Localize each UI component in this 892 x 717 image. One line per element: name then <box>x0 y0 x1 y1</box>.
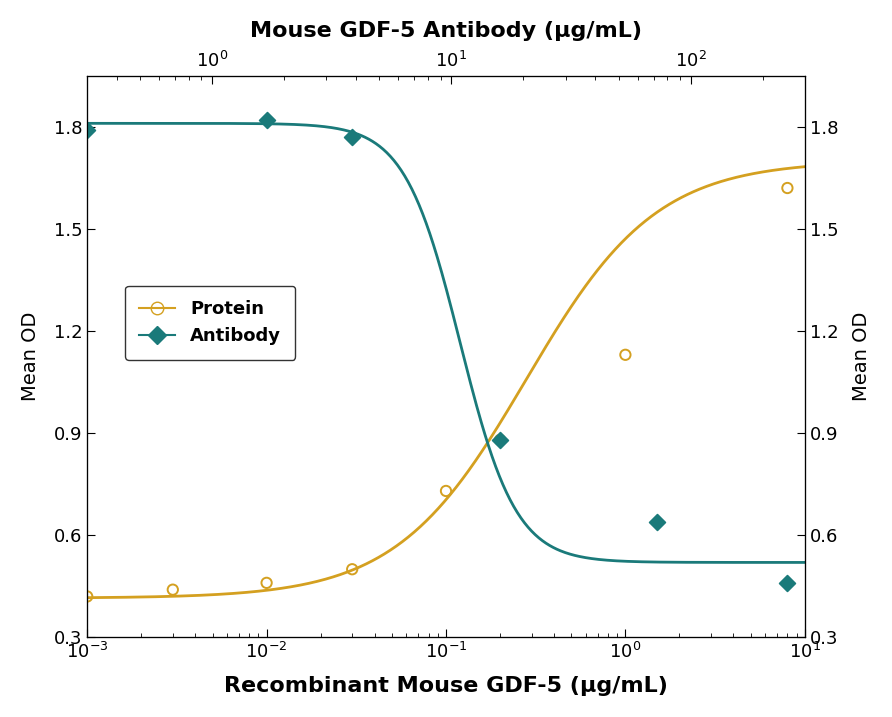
Point <box>780 577 795 589</box>
Point <box>618 349 632 361</box>
Point <box>166 584 180 595</box>
Point <box>260 114 274 125</box>
Point <box>780 182 795 194</box>
Point <box>493 435 508 446</box>
Point <box>650 516 665 527</box>
Y-axis label: Mean OD: Mean OD <box>21 312 40 402</box>
Point <box>439 485 453 497</box>
Y-axis label: Mean OD: Mean OD <box>852 312 871 402</box>
Legend: Protein, Antibody: Protein, Antibody <box>125 286 295 360</box>
Point <box>345 564 359 575</box>
Point <box>345 131 359 143</box>
Point <box>80 125 95 136</box>
Point <box>260 577 274 589</box>
Point <box>493 435 508 446</box>
Point <box>80 591 95 602</box>
X-axis label: Mouse GDF-5 Antibody (μg/mL): Mouse GDF-5 Antibody (μg/mL) <box>250 21 642 41</box>
X-axis label: Recombinant Mouse GDF-5 (μg/mL): Recombinant Mouse GDF-5 (μg/mL) <box>224 676 668 696</box>
